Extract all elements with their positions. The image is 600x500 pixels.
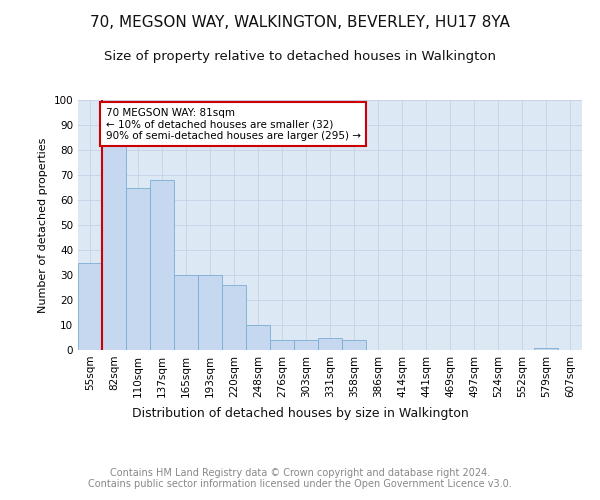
Bar	[270, 340, 294, 350]
Bar	[294, 340, 318, 350]
Bar	[126, 188, 150, 350]
Bar	[342, 340, 366, 350]
Bar	[198, 275, 222, 350]
Bar	[150, 180, 174, 350]
Bar	[246, 325, 270, 350]
Text: 70, MEGSON WAY, WALKINGTON, BEVERLEY, HU17 8YA: 70, MEGSON WAY, WALKINGTON, BEVERLEY, HU…	[90, 15, 510, 30]
Bar	[78, 262, 102, 350]
Text: Size of property relative to detached houses in Walkington: Size of property relative to detached ho…	[104, 50, 496, 63]
Text: Contains HM Land Registry data © Crown copyright and database right 2024.
Contai: Contains HM Land Registry data © Crown c…	[88, 468, 512, 489]
Bar	[222, 285, 246, 350]
Bar	[102, 142, 126, 350]
Y-axis label: Number of detached properties: Number of detached properties	[38, 138, 48, 312]
Text: Distribution of detached houses by size in Walkington: Distribution of detached houses by size …	[131, 408, 469, 420]
Text: 70 MEGSON WAY: 81sqm
← 10% of detached houses are smaller (32)
90% of semi-detac: 70 MEGSON WAY: 81sqm ← 10% of detached h…	[106, 108, 361, 140]
Bar	[318, 338, 342, 350]
Bar	[174, 275, 198, 350]
Bar	[534, 348, 558, 350]
